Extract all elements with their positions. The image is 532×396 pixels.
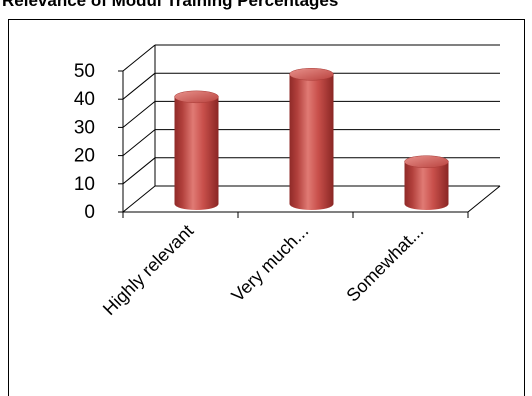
chart-border bbox=[8, 19, 525, 396]
wall-gridline bbox=[122, 129, 156, 156]
bars bbox=[174, 68, 449, 210]
chart-title: Relevance of Modul Training Percentages bbox=[2, 0, 339, 10]
wall-gridline bbox=[122, 157, 156, 185]
y-tick-label: 10 bbox=[74, 174, 95, 195]
wall-gridline bbox=[122, 101, 156, 128]
labels: 0 10 20 30 40 50 Highly relevant Very much... So… bbox=[74, 61, 427, 319]
wall-gridline bbox=[122, 185, 156, 213]
wall-gridline bbox=[122, 72, 156, 100]
bar bbox=[174, 90, 219, 210]
y-tick-label: 0 bbox=[84, 202, 95, 223]
floor-edge bbox=[467, 185, 501, 213]
y-tick-label: 40 bbox=[74, 89, 95, 110]
bar bbox=[289, 68, 334, 210]
x-tick-label: Somewhat... bbox=[342, 221, 427, 306]
axes bbox=[118, 45, 501, 218]
x-tick-label: Highly relevant bbox=[99, 221, 197, 319]
bar bbox=[404, 155, 449, 210]
wall-gridline bbox=[122, 44, 156, 72]
y-tick-label: 30 bbox=[74, 117, 95, 138]
x-tick-label: Very much... bbox=[227, 221, 312, 306]
y-tick-label: 50 bbox=[74, 61, 95, 82]
y-tick-label: 20 bbox=[74, 146, 95, 167]
